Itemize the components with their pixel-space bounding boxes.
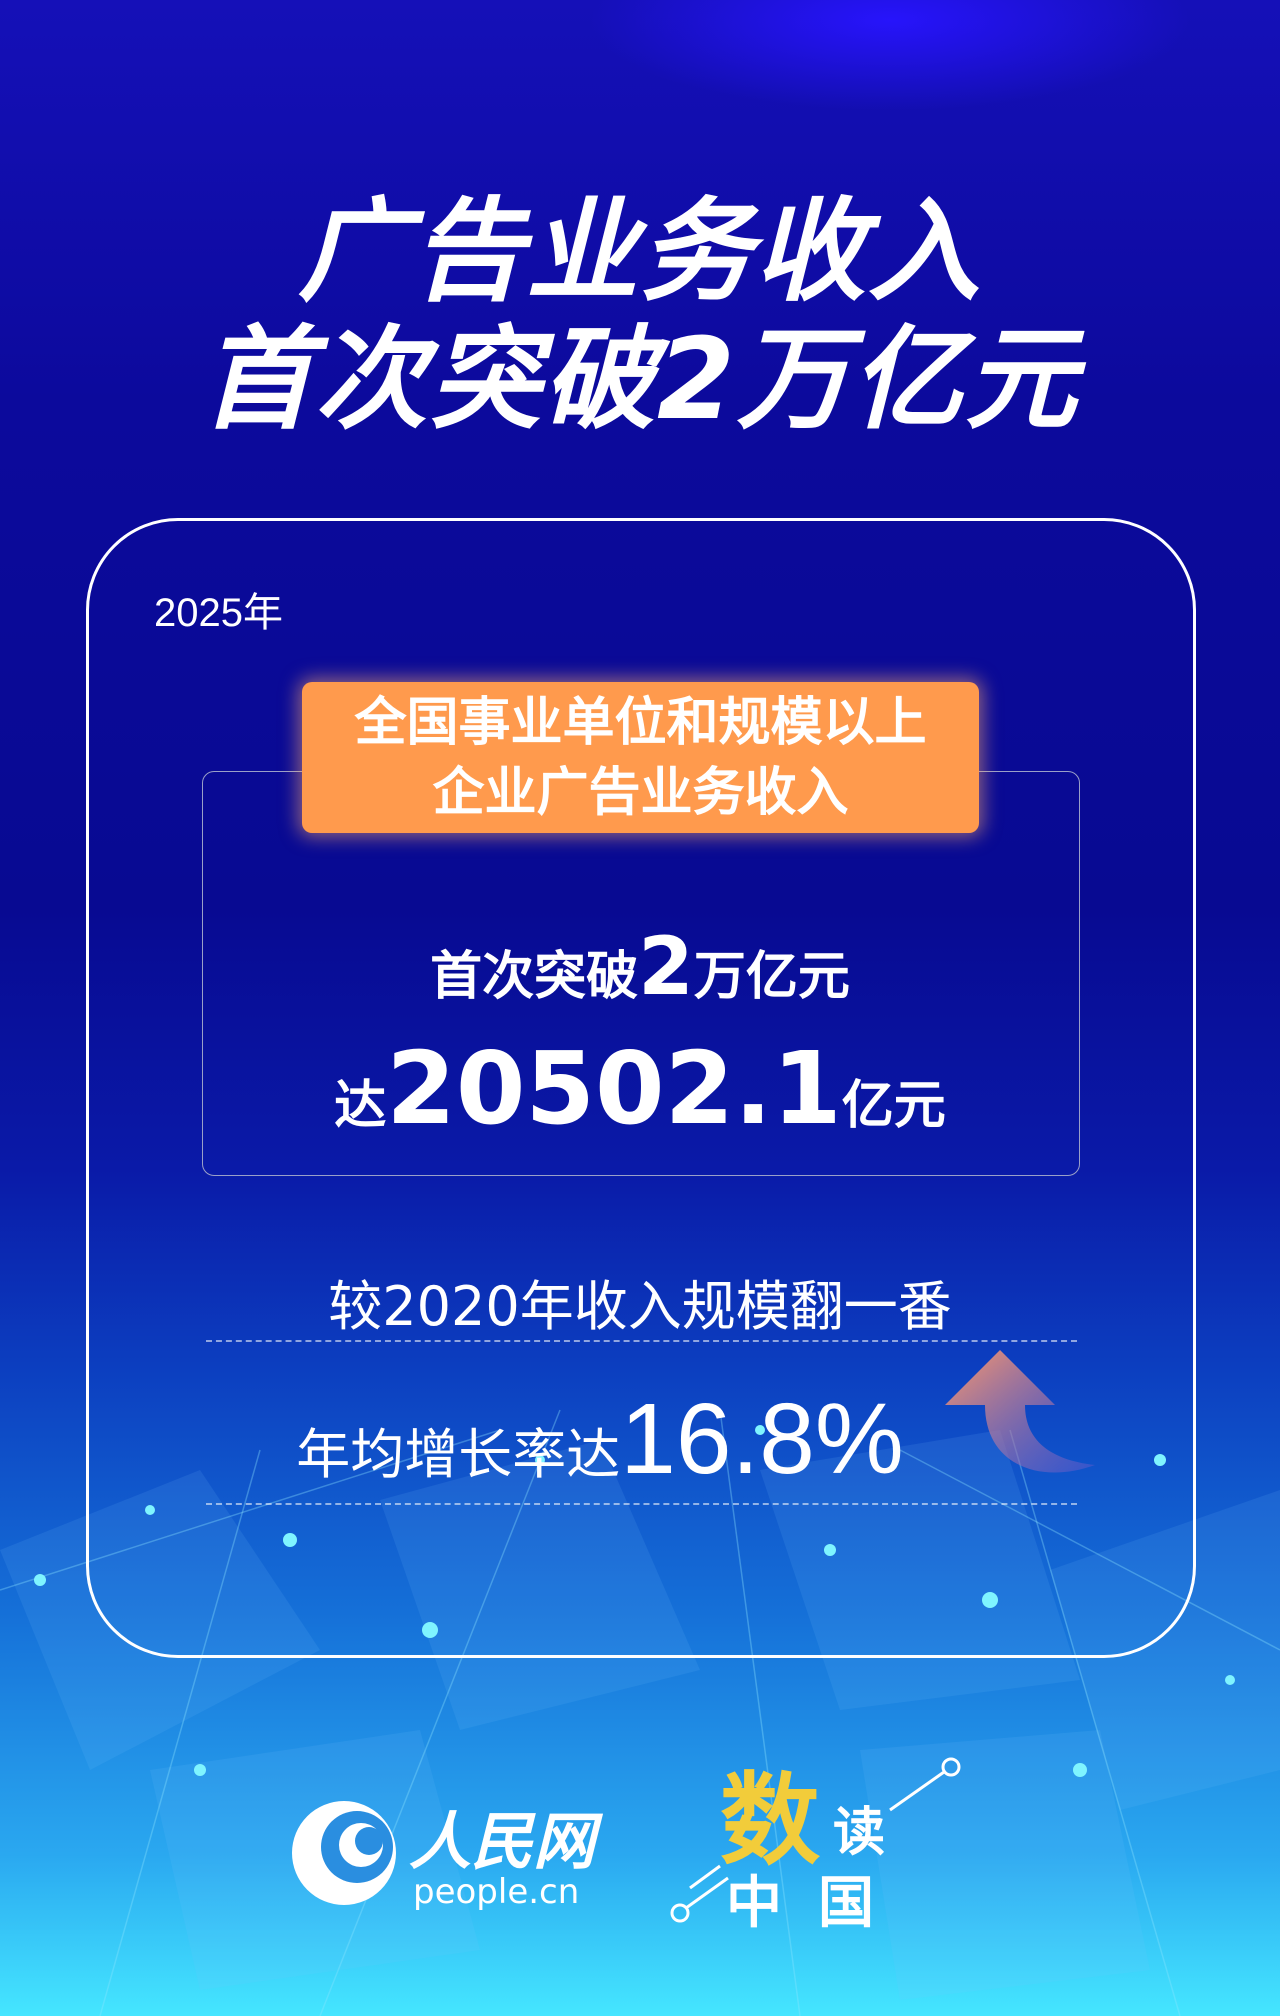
divider: [206, 1340, 1077, 1342]
stat-milestone: 首次突破2万亿元: [0, 920, 1280, 1013]
stat-doubling: 较2020年收入规模翻一番: [328, 1275, 952, 1338]
growth-arrow-icon: [945, 1350, 1095, 1473]
stat-growth-value: 16.8%: [620, 1383, 904, 1495]
stat-revenue-prefix: 达: [334, 1076, 387, 1136]
svg-text:人民网: 人民网: [409, 1805, 604, 1878]
stat-milestone-prefix: 首次突破: [430, 947, 639, 1007]
stat-revenue-suffix: 亿元: [841, 1076, 946, 1136]
headline-line2: 首次突破2万亿元: [201, 315, 1079, 445]
stat-revenue: 达20502.1亿元: [0, 1030, 1280, 1147]
stat-revenue-value: 20502.1: [386, 1030, 842, 1147]
category-tag: 全国事业单位和规模以上 企业广告业务收入: [302, 682, 979, 833]
svg-text:国: 国: [818, 1870, 874, 1935]
year-label: 2025年: [154, 591, 283, 635]
stat-growth: 年均增长率达16.8%: [0, 1382, 1240, 1497]
stat-milestone-value: 2: [638, 920, 694, 1013]
svg-text:中: 中: [726, 1870, 782, 1935]
divider: [206, 1503, 1077, 1505]
headline-line1: 广告业务收入: [298, 187, 982, 317]
people-cn-logo: 人民网 people.cn: [292, 1801, 604, 1910]
info-card: [86, 518, 1196, 1658]
stat-milestone-suffix: 万亿元: [693, 947, 850, 1007]
tag-line1: 全国事业单位和规模以上: [354, 693, 927, 753]
shudu-zhongguo-logo: 数 读 中 国: [670, 1757, 961, 1935]
svg-text:读: 读: [833, 1802, 885, 1863]
stat-growth-prefix: 年均增长率达: [296, 1423, 621, 1486]
svg-text:数: 数: [720, 1761, 820, 1879]
tag-line2: 企业广告业务收入: [432, 763, 849, 823]
svg-text:people.cn: people.cn: [413, 1872, 579, 1910]
